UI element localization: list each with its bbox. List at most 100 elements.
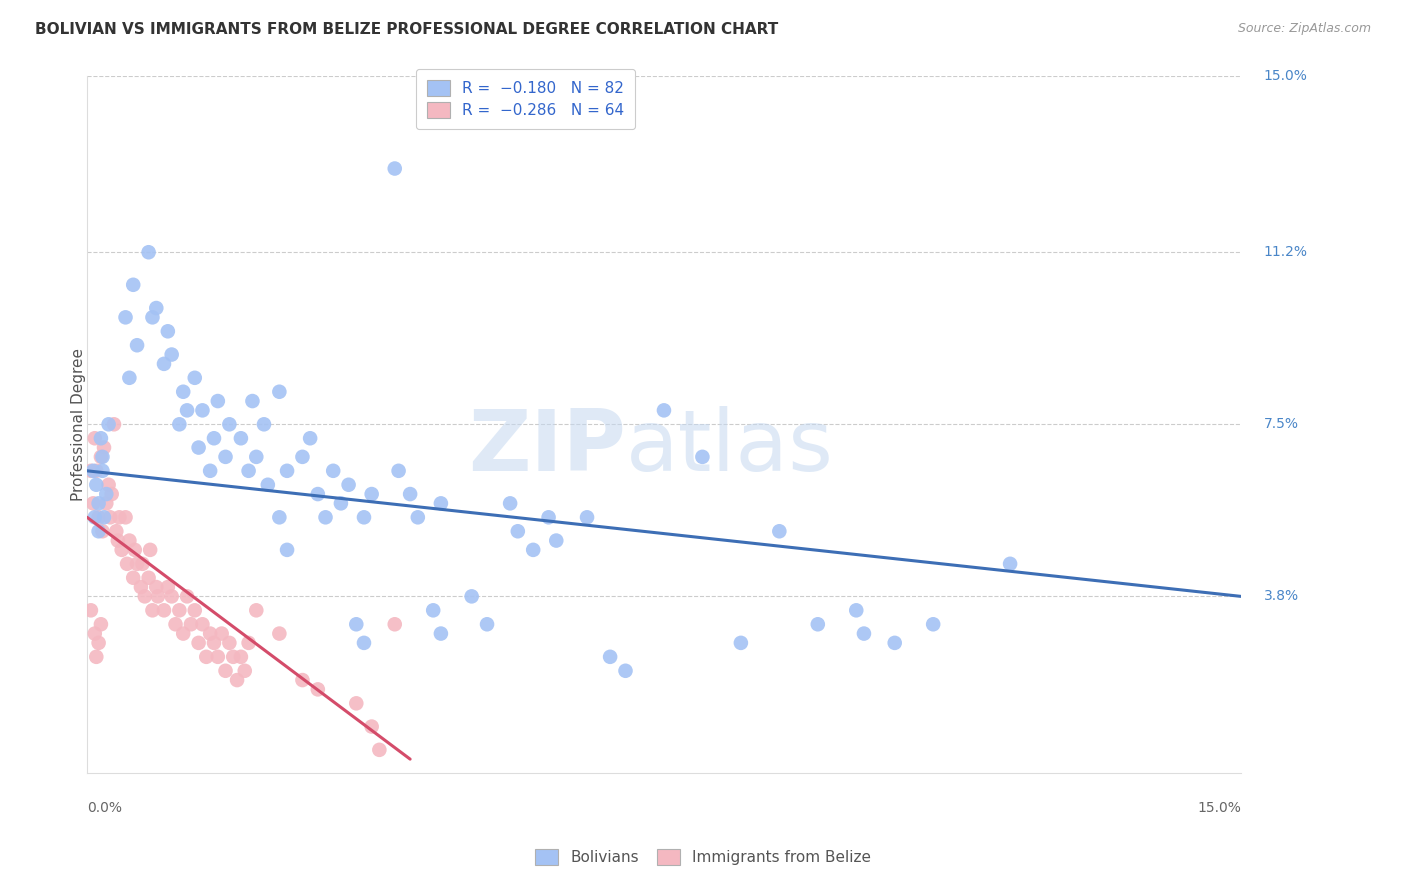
Point: [91, 450, 114, 464]
Point: [207, 394, 229, 409]
Point: [84, 649, 107, 664]
Point: [96, 496, 118, 510]
Point: [218, 417, 240, 432]
Point: [998, 557, 1021, 571]
Point: [83, 431, 105, 445]
Point: [97, 477, 120, 491]
Point: [238, 636, 260, 650]
Y-axis label: Professional Degree: Professional Degree: [72, 348, 86, 500]
Point: [87, 636, 110, 650]
Point: [198, 464, 221, 478]
Point: [122, 277, 145, 292]
Point: [768, 524, 790, 539]
Point: [141, 310, 163, 325]
Point: [211, 626, 233, 640]
Legend: R =  −0.180   N = 82, R =  −0.286   N = 64: R = −0.180 N = 82, R = −0.286 N = 64: [416, 70, 636, 128]
Point: [245, 450, 267, 464]
Point: [460, 590, 482, 604]
Point: [84, 464, 107, 478]
Point: [253, 417, 276, 432]
Point: [546, 533, 568, 548]
Point: [537, 510, 560, 524]
Point: [90, 617, 112, 632]
Point: [145, 580, 167, 594]
Text: 11.2%: 11.2%: [1264, 245, 1308, 260]
Point: [165, 617, 187, 632]
Point: [222, 649, 245, 664]
Point: [399, 487, 422, 501]
Point: [172, 384, 194, 399]
Text: 15.0%: 15.0%: [1264, 69, 1308, 83]
Point: [214, 450, 236, 464]
Point: [499, 496, 522, 510]
Point: [807, 617, 830, 632]
Point: [125, 557, 148, 571]
Point: [187, 636, 209, 650]
Point: [353, 510, 375, 524]
Point: [184, 371, 207, 385]
Text: 15.0%: 15.0%: [1197, 801, 1241, 815]
Point: [344, 617, 367, 632]
Point: [138, 245, 160, 260]
Point: [229, 431, 252, 445]
Point: [922, 617, 945, 632]
Text: BOLIVIAN VS IMMIGRANTS FROM BELIZE PROFESSIONAL DEGREE CORRELATION CHART: BOLIVIAN VS IMMIGRANTS FROM BELIZE PROFE…: [35, 22, 779, 37]
Point: [238, 464, 260, 478]
Point: [229, 649, 252, 664]
Point: [475, 617, 498, 632]
Point: [337, 477, 360, 491]
Text: 7.5%: 7.5%: [1264, 417, 1299, 432]
Point: [207, 649, 229, 664]
Text: atlas: atlas: [626, 406, 834, 489]
Point: [652, 403, 675, 417]
Point: [406, 510, 429, 524]
Point: [131, 557, 153, 571]
Text: Source: ZipAtlas.com: Source: ZipAtlas.com: [1237, 22, 1371, 36]
Point: [883, 636, 905, 650]
Point: [129, 580, 152, 594]
Point: [329, 496, 352, 510]
Point: [108, 510, 131, 524]
Point: [169, 417, 191, 432]
Point: [84, 477, 107, 491]
Point: [353, 636, 375, 650]
Point: [160, 347, 183, 361]
Point: [522, 542, 544, 557]
Point: [169, 603, 191, 617]
Point: [97, 417, 120, 432]
Point: [80, 603, 103, 617]
Point: [156, 324, 179, 338]
Point: [430, 626, 453, 640]
Point: [134, 590, 156, 604]
Point: [384, 161, 406, 176]
Point: [322, 464, 344, 478]
Point: [139, 542, 162, 557]
Point: [242, 394, 264, 409]
Point: [202, 431, 225, 445]
Point: [368, 743, 391, 757]
Point: [191, 403, 214, 417]
Point: [82, 464, 104, 478]
Point: [114, 310, 136, 325]
Point: [87, 510, 110, 524]
Point: [187, 441, 209, 455]
Point: [83, 510, 105, 524]
Point: [506, 524, 529, 539]
Point: [125, 338, 148, 352]
Point: [87, 524, 110, 539]
Point: [153, 603, 176, 617]
Point: [115, 557, 138, 571]
Point: [214, 664, 236, 678]
Point: [118, 533, 141, 548]
Point: [852, 626, 875, 640]
Point: [82, 496, 104, 510]
Point: [360, 720, 382, 734]
Point: [245, 603, 267, 617]
Point: [315, 510, 337, 524]
Point: [291, 450, 314, 464]
Point: [100, 487, 122, 501]
Point: [299, 431, 322, 445]
Point: [145, 301, 167, 315]
Point: [614, 664, 637, 678]
Point: [90, 431, 112, 445]
